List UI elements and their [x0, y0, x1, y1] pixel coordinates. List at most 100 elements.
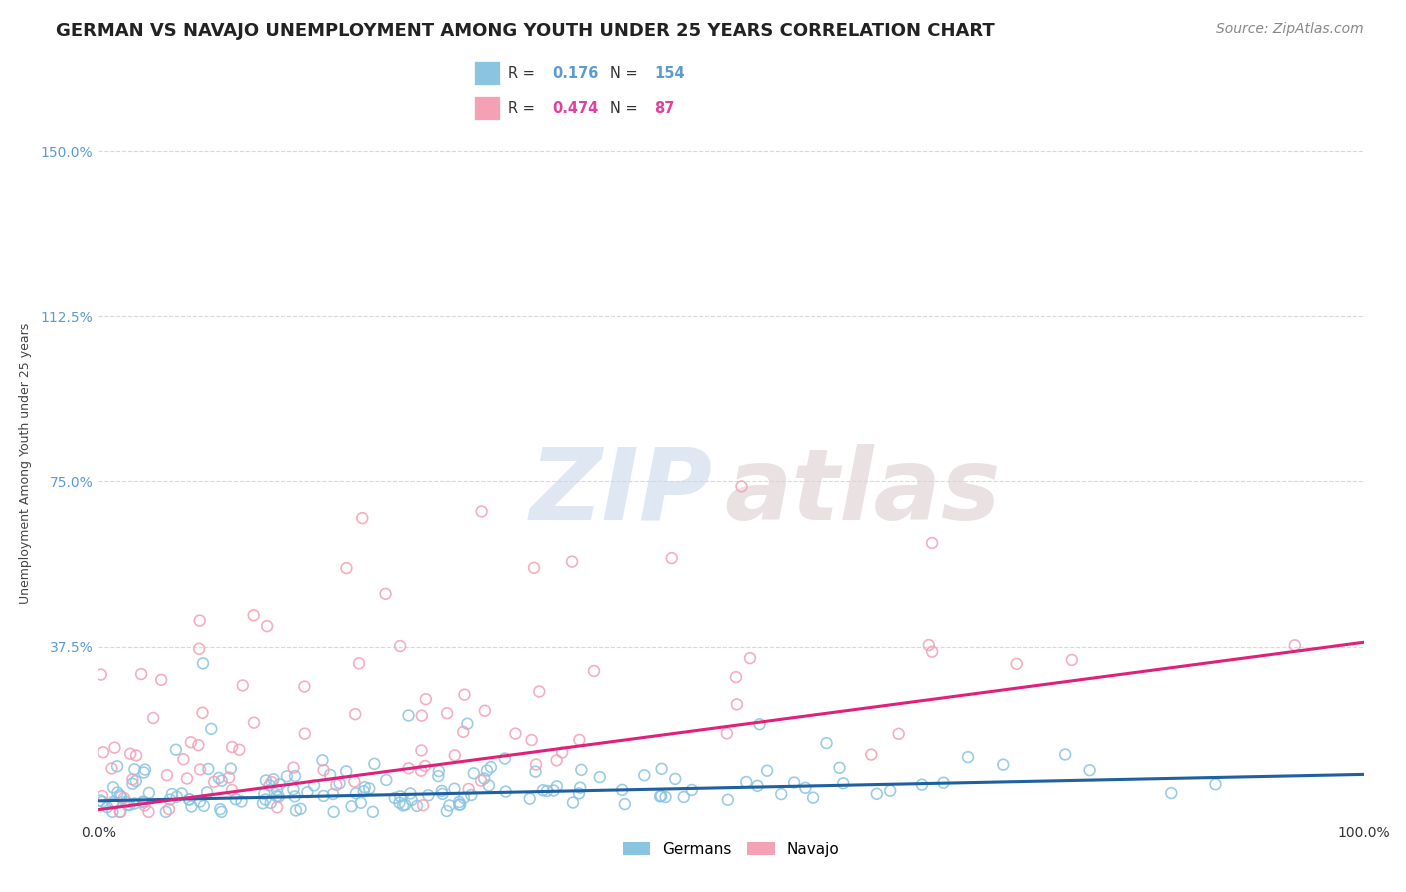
Point: [401, 793, 423, 807]
Point: [322, 805, 344, 819]
Point: [294, 726, 316, 740]
Point: [200, 722, 222, 736]
Point: [375, 772, 398, 787]
Text: 0.474: 0.474: [553, 101, 599, 116]
Point: [129, 667, 152, 681]
Point: [267, 789, 290, 804]
Point: [155, 805, 177, 819]
Point: [568, 786, 591, 800]
Point: [725, 698, 748, 712]
Point: [284, 789, 307, 804]
Point: [188, 795, 211, 809]
Point: [879, 783, 901, 797]
Point: [415, 692, 437, 706]
Point: [911, 778, 934, 792]
Point: [1284, 638, 1306, 652]
Point: [266, 782, 288, 797]
Point: [457, 781, 479, 796]
Point: [172, 752, 194, 766]
Point: [228, 743, 250, 757]
Point: [170, 787, 193, 801]
Point: [322, 787, 344, 801]
Point: [242, 608, 264, 623]
Point: [211, 773, 233, 788]
Point: [211, 805, 233, 819]
Point: [160, 787, 183, 801]
Point: [254, 792, 277, 806]
Point: [427, 764, 450, 778]
Point: [453, 688, 475, 702]
Point: [453, 791, 475, 805]
Point: [463, 766, 485, 780]
Point: [520, 733, 543, 747]
Text: 87: 87: [654, 101, 675, 116]
Point: [353, 784, 375, 798]
Point: [409, 764, 432, 778]
Point: [471, 504, 494, 518]
Point: [335, 561, 357, 575]
Point: [243, 715, 266, 730]
Point: [399, 787, 422, 801]
Legend: Germans, Navajo: Germans, Navajo: [617, 836, 845, 863]
Point: [188, 763, 211, 777]
Point: [108, 789, 131, 803]
Point: [449, 797, 471, 812]
Point: [1060, 653, 1083, 667]
Point: [134, 798, 156, 813]
Point: [815, 736, 838, 750]
Point: [284, 769, 307, 783]
Point: [353, 780, 375, 794]
Point: [436, 706, 458, 721]
Point: [474, 704, 496, 718]
Point: [932, 775, 955, 789]
Point: [918, 638, 941, 652]
Point: [91, 795, 114, 809]
Point: [329, 776, 352, 790]
Point: [801, 790, 824, 805]
Point: [283, 761, 305, 775]
Point: [389, 639, 412, 653]
Point: [96, 800, 118, 814]
Point: [672, 789, 695, 804]
Point: [866, 787, 889, 801]
Point: [406, 798, 429, 813]
Point: [730, 479, 752, 493]
Point: [832, 776, 855, 790]
Point: [443, 748, 465, 763]
Point: [125, 748, 148, 763]
Point: [388, 796, 411, 810]
Text: ZIP: ZIP: [529, 444, 711, 541]
Point: [411, 708, 433, 723]
Point: [325, 778, 347, 792]
Point: [121, 777, 143, 791]
Point: [225, 792, 247, 806]
Text: R =: R =: [508, 101, 540, 116]
Point: [735, 775, 758, 789]
Point: [569, 763, 592, 777]
Point: [472, 772, 495, 786]
Point: [612, 782, 634, 797]
Point: [398, 708, 420, 723]
Point: [451, 724, 474, 739]
Point: [589, 770, 612, 784]
Point: [105, 759, 128, 773]
Point: [159, 792, 181, 806]
Point: [392, 798, 415, 813]
Point: [202, 775, 225, 789]
Point: [654, 790, 676, 805]
Point: [546, 779, 568, 793]
Point: [209, 802, 232, 816]
Point: [132, 795, 155, 809]
Point: [118, 797, 141, 812]
Point: [439, 798, 461, 813]
Point: [100, 761, 122, 775]
Point: [89, 793, 111, 807]
Point: [221, 739, 243, 754]
Point: [648, 789, 671, 804]
Point: [112, 791, 135, 805]
Point: [921, 645, 943, 659]
Point: [103, 740, 125, 755]
Point: [252, 797, 274, 811]
Point: [124, 797, 146, 811]
Point: [562, 796, 585, 810]
